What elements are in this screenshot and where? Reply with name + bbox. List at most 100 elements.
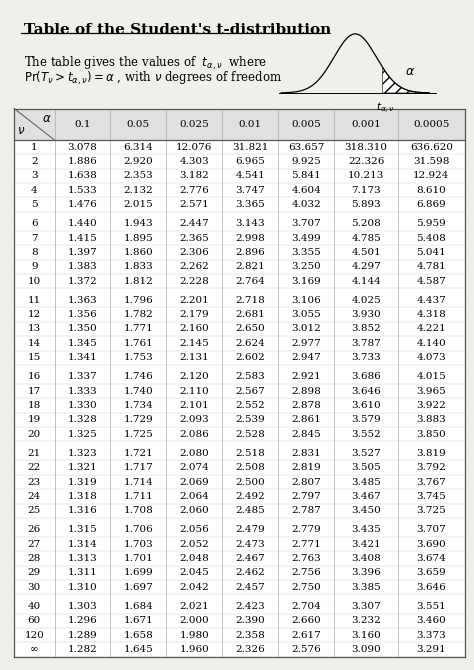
Text: 6.869: 6.869	[417, 200, 446, 209]
Text: 3.552: 3.552	[351, 429, 381, 439]
Text: 3.733: 3.733	[351, 353, 381, 362]
Text: 1.319: 1.319	[68, 478, 97, 486]
Text: 1.708: 1.708	[124, 507, 153, 515]
Text: 2.921: 2.921	[292, 373, 321, 381]
Text: 3.421: 3.421	[351, 539, 381, 549]
Text: 2.998: 2.998	[236, 234, 265, 243]
Text: 3.355: 3.355	[292, 248, 321, 257]
Text: 3.160: 3.160	[351, 630, 381, 640]
Text: 1.701: 1.701	[124, 554, 153, 563]
Text: $t_{\alpha,\nu}$: $t_{\alpha,\nu}$	[375, 101, 394, 116]
Text: 3.527: 3.527	[351, 449, 381, 458]
Text: The table gives the values of  $t_{\alpha,\nu}$  where: The table gives the values of $t_{\alpha…	[24, 55, 267, 72]
Text: 1.350: 1.350	[68, 324, 97, 334]
Text: 3.485: 3.485	[351, 478, 381, 486]
Text: 1: 1	[31, 143, 37, 151]
Text: 2.528: 2.528	[236, 429, 265, 439]
Text: 1.341: 1.341	[68, 353, 97, 362]
Text: 3.307: 3.307	[351, 602, 381, 611]
Text: 3.551: 3.551	[417, 602, 446, 611]
Text: 0.01: 0.01	[239, 120, 262, 129]
Text: 2.052: 2.052	[180, 539, 209, 549]
Text: 5: 5	[31, 200, 37, 209]
Text: 2.086: 2.086	[180, 429, 209, 439]
Text: 2.365: 2.365	[180, 234, 209, 243]
Text: 0.001: 0.001	[351, 120, 381, 129]
Text: 2.807: 2.807	[292, 478, 321, 486]
Text: 2.021: 2.021	[180, 602, 209, 611]
Text: 3.169: 3.169	[292, 277, 321, 285]
Text: 2.015: 2.015	[124, 200, 153, 209]
Text: 10.213: 10.213	[348, 172, 384, 180]
Text: 2: 2	[31, 157, 37, 166]
Text: 2.624: 2.624	[236, 339, 265, 348]
Text: 1.703: 1.703	[124, 539, 153, 549]
Text: 2.485: 2.485	[236, 507, 265, 515]
Text: 2.462: 2.462	[236, 568, 265, 578]
Text: 4.032: 4.032	[292, 200, 321, 209]
Text: 4: 4	[31, 186, 37, 195]
Text: 11: 11	[28, 295, 41, 305]
Text: 2.131: 2.131	[180, 353, 209, 362]
Text: 3.747: 3.747	[236, 186, 265, 195]
Text: 1.363: 1.363	[68, 295, 97, 305]
Text: 2.602: 2.602	[236, 353, 265, 362]
Text: 2.326: 2.326	[236, 645, 265, 654]
Text: 636.620: 636.620	[410, 143, 453, 151]
Text: 1.333: 1.333	[68, 387, 97, 395]
Text: 4.781: 4.781	[417, 263, 446, 271]
Text: 3.396: 3.396	[351, 568, 381, 578]
Text: ∞: ∞	[30, 645, 39, 654]
Text: 1.833: 1.833	[124, 263, 153, 271]
Text: 3.767: 3.767	[417, 478, 446, 486]
Text: 1.356: 1.356	[68, 310, 97, 319]
Text: 1.796: 1.796	[124, 295, 153, 305]
Text: 24: 24	[28, 492, 41, 501]
Text: 1.372: 1.372	[68, 277, 97, 285]
Text: 0.0005: 0.0005	[413, 120, 449, 129]
Text: 3.232: 3.232	[351, 616, 381, 625]
Text: 1.671: 1.671	[124, 616, 153, 625]
Text: 3.610: 3.610	[351, 401, 381, 410]
Text: 2.787: 2.787	[292, 507, 321, 515]
Text: 4.144: 4.144	[351, 277, 381, 285]
Text: 3.725: 3.725	[417, 507, 446, 515]
Text: 3.674: 3.674	[417, 554, 446, 563]
Text: 4.303: 4.303	[180, 157, 209, 166]
Text: 27: 27	[28, 539, 41, 549]
Text: 30: 30	[28, 583, 41, 592]
Text: 3.365: 3.365	[236, 200, 265, 209]
Text: 1.725: 1.725	[124, 429, 153, 439]
Text: 4.221: 4.221	[417, 324, 446, 334]
Text: 1.533: 1.533	[68, 186, 97, 195]
Text: 2.756: 2.756	[292, 568, 321, 578]
Text: 1.383: 1.383	[68, 263, 97, 271]
Text: 12.076: 12.076	[176, 143, 212, 151]
Text: 12: 12	[28, 310, 41, 319]
Text: 2.473: 2.473	[236, 539, 265, 549]
Text: 7.173: 7.173	[351, 186, 381, 195]
Text: 2.069: 2.069	[180, 478, 209, 486]
Text: 2.771: 2.771	[292, 539, 321, 549]
Text: 26: 26	[28, 525, 41, 534]
Text: 2.583: 2.583	[236, 373, 265, 381]
Text: 2.776: 2.776	[180, 186, 209, 195]
Text: 63.657: 63.657	[288, 143, 324, 151]
Text: 1.314: 1.314	[68, 539, 97, 549]
Text: 3.182: 3.182	[180, 172, 209, 180]
Text: 23: 23	[28, 478, 41, 486]
Text: 1.740: 1.740	[124, 387, 153, 395]
Text: 1.699: 1.699	[124, 568, 153, 578]
Text: 1.318: 1.318	[68, 492, 97, 501]
Text: 60: 60	[28, 616, 41, 625]
Text: 3.250: 3.250	[292, 263, 321, 271]
Text: 2.567: 2.567	[236, 387, 265, 395]
Text: 3: 3	[31, 172, 37, 180]
Text: 2.797: 2.797	[292, 492, 321, 501]
Text: 2.660: 2.660	[292, 616, 321, 625]
Text: 18: 18	[28, 401, 41, 410]
Text: 2.056: 2.056	[180, 525, 209, 534]
Text: 4.025: 4.025	[351, 295, 381, 305]
Text: 2.132: 2.132	[124, 186, 153, 195]
Text: 1.729: 1.729	[124, 415, 153, 424]
